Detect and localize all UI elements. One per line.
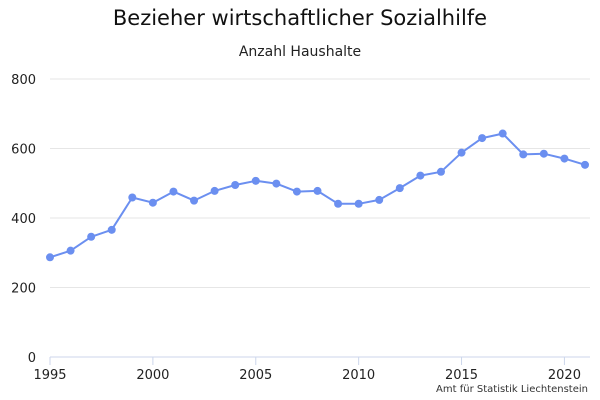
x-tick-label: 2005	[239, 368, 272, 383]
data-point	[539, 149, 548, 158]
data-point	[190, 196, 199, 205]
data-point	[560, 154, 569, 163]
chart-subtitle: Anzahl Haushalte	[238, 44, 362, 60]
y-tick-label: 0	[28, 351, 36, 366]
data-point	[231, 180, 240, 189]
y-tick-label: 600	[11, 143, 36, 158]
data-point	[128, 193, 137, 202]
data-point	[66, 246, 75, 255]
data-point	[478, 134, 487, 143]
x-tick-label: 2000	[136, 368, 169, 383]
data-point	[148, 198, 157, 207]
data-point	[210, 186, 219, 195]
y-tick-label: 200	[11, 282, 36, 297]
data-point	[169, 187, 178, 196]
data-point	[46, 253, 54, 262]
data-point	[416, 171, 425, 180]
x-tick-label: 2010	[342, 368, 375, 383]
data-point	[272, 179, 281, 188]
y-tick-label: 800	[11, 73, 36, 88]
data-point	[581, 160, 589, 169]
data-point	[87, 232, 96, 241]
data-point	[334, 199, 343, 208]
data-point	[457, 148, 466, 157]
x-tick-label: 2020	[548, 368, 581, 383]
data-point	[354, 199, 363, 208]
data-point	[395, 184, 404, 193]
data-point	[251, 176, 260, 185]
x-tick-label: 1995	[33, 368, 66, 383]
y-tick-label: 400	[11, 212, 36, 227]
chart-credit: Amt für Statistik Liechtenstein	[436, 384, 588, 395]
data-point	[498, 129, 507, 138]
data-point	[519, 150, 528, 159]
data-point	[436, 167, 445, 176]
data-point	[292, 187, 301, 196]
x-tick-label: 2015	[445, 368, 478, 383]
data-point	[375, 195, 384, 204]
chart-title: Bezieher wirtschaftlicher Sozialhilfe	[112, 6, 488, 30]
data-point	[313, 186, 322, 195]
data-point	[107, 225, 116, 234]
